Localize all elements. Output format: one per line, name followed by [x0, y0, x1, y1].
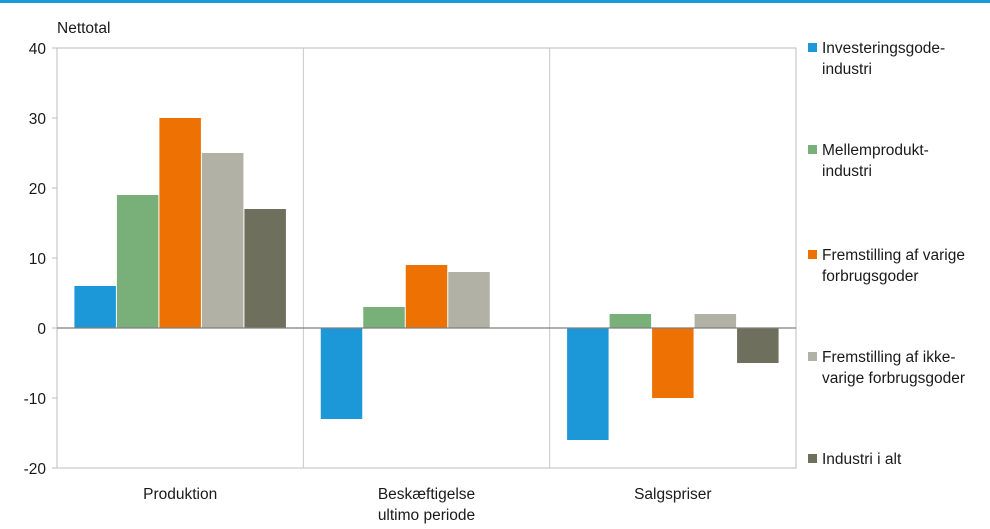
x-tick-label: Produktion — [143, 486, 217, 503]
legend-swatch — [808, 352, 817, 361]
bar — [405, 265, 448, 328]
bar — [320, 328, 363, 419]
y-axis-label: Nettotal — [57, 20, 110, 37]
y-tick-label: 40 — [29, 41, 47, 58]
bar — [201, 153, 244, 328]
y-tick-label: -10 — [24, 391, 47, 408]
bar — [159, 118, 201, 328]
y-tick-label: 20 — [29, 181, 47, 198]
plot-area: -20 -10 0 10 20 30 40 Produktion Beskæftigelse ul… — [24, 41, 797, 524]
y-tick-label: 10 — [29, 251, 47, 268]
legend-swatch — [808, 43, 817, 52]
bar — [694, 314, 737, 328]
bar — [74, 286, 116, 328]
legend-swatch — [808, 454, 817, 463]
y-tick-label: 30 — [29, 111, 47, 128]
legend-item: Investeringsgode- industri — [808, 38, 945, 80]
bar — [363, 307, 405, 328]
legend-label: Investeringsgode- industri — [822, 40, 946, 78]
y-tick-label: 0 — [37, 321, 46, 338]
legend-label: Fremstilling af ikke- varige forbrugsgod… — [822, 349, 966, 387]
bar — [244, 209, 286, 328]
legend-item: Fremstilling af ikke- varige forbrugsgod… — [808, 347, 965, 389]
legend-label: Fremstilling af varige forbrugsgoder — [822, 247, 965, 285]
y-tick-label: -20 — [24, 461, 47, 478]
bar — [448, 272, 490, 328]
x-tick-label: Beskæftigelse ultimo periode — [378, 486, 475, 524]
legend-swatch — [808, 145, 817, 154]
legend-swatch — [808, 250, 817, 259]
bar — [737, 328, 779, 363]
legend-item: Fremstilling af varige forbrugsgoder — [808, 245, 965, 287]
bar — [116, 195, 159, 328]
legend-item: Mellemprodukt- industri — [808, 140, 929, 182]
legend-label: Mellemprodukt- industri — [822, 142, 929, 180]
legend-label: Industri i alt — [822, 451, 902, 468]
x-tick-label: Salgspriser — [634, 486, 712, 503]
top-accent-rule — [0, 0, 990, 3]
bar — [609, 314, 652, 328]
legend: Investeringsgode- industri Mellemprodukt-… — [808, 0, 990, 529]
bar — [567, 328, 609, 440]
legend-item: Industri i alt — [808, 449, 901, 470]
bar — [652, 328, 694, 398]
bar-chart: Nettotal -20 -10 0 10 20 30 40 Produktion Beskæf… — [24, 20, 797, 524]
